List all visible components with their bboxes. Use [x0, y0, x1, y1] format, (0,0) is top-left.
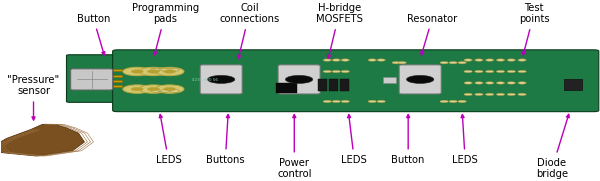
- Circle shape: [155, 67, 184, 76]
- Circle shape: [323, 70, 331, 73]
- FancyBboxPatch shape: [113, 50, 599, 112]
- Circle shape: [392, 62, 400, 64]
- Text: Button: Button: [77, 14, 110, 55]
- Text: Buttons: Buttons: [206, 115, 245, 165]
- Circle shape: [341, 59, 349, 61]
- Circle shape: [440, 100, 448, 103]
- Bar: [113, 80, 122, 82]
- Circle shape: [161, 89, 170, 92]
- Circle shape: [148, 70, 160, 73]
- Circle shape: [496, 59, 505, 61]
- Text: LEDS: LEDS: [155, 115, 181, 165]
- Bar: [113, 75, 122, 77]
- Bar: [383, 77, 396, 83]
- Circle shape: [398, 62, 406, 64]
- Circle shape: [377, 59, 385, 61]
- Text: 4235 020 56: 4235 020 56: [193, 78, 218, 82]
- Circle shape: [368, 59, 376, 61]
- Circle shape: [341, 100, 349, 103]
- Text: LEDS: LEDS: [341, 115, 367, 165]
- Circle shape: [507, 59, 515, 61]
- Bar: [329, 79, 338, 91]
- Text: H-bridge
MOSFETS: H-bridge MOSFETS: [316, 3, 362, 58]
- Circle shape: [170, 89, 179, 92]
- Circle shape: [464, 93, 472, 96]
- Circle shape: [464, 59, 472, 61]
- Circle shape: [449, 62, 457, 64]
- Circle shape: [323, 100, 331, 103]
- Text: Resonator: Resonator: [407, 14, 457, 55]
- Circle shape: [332, 100, 340, 103]
- Circle shape: [507, 93, 515, 96]
- Circle shape: [475, 59, 483, 61]
- Circle shape: [507, 70, 515, 73]
- Text: Programming
pads: Programming pads: [132, 3, 199, 55]
- Text: LEDS: LEDS: [452, 115, 478, 165]
- Text: "Pressure"
sensor: "Pressure" sensor: [7, 75, 59, 120]
- Circle shape: [286, 75, 313, 83]
- Circle shape: [485, 70, 494, 73]
- Circle shape: [164, 87, 176, 91]
- Circle shape: [139, 85, 168, 93]
- Circle shape: [123, 67, 152, 76]
- Bar: [564, 79, 582, 90]
- Bar: [340, 79, 349, 91]
- Circle shape: [475, 82, 483, 84]
- Circle shape: [496, 70, 505, 73]
- Circle shape: [148, 87, 160, 91]
- Circle shape: [161, 68, 170, 71]
- Circle shape: [496, 82, 505, 84]
- Circle shape: [485, 82, 494, 84]
- Circle shape: [323, 59, 331, 61]
- Circle shape: [518, 70, 526, 73]
- Circle shape: [406, 75, 434, 83]
- Bar: [318, 79, 327, 91]
- Circle shape: [475, 70, 483, 73]
- FancyBboxPatch shape: [399, 65, 441, 94]
- Circle shape: [458, 62, 466, 64]
- FancyBboxPatch shape: [71, 69, 113, 90]
- Circle shape: [464, 70, 472, 73]
- Circle shape: [377, 100, 385, 103]
- Text: Button: Button: [391, 115, 425, 165]
- Bar: [113, 69, 122, 71]
- Circle shape: [151, 68, 160, 71]
- FancyBboxPatch shape: [67, 55, 118, 102]
- Circle shape: [164, 70, 176, 73]
- Circle shape: [341, 70, 349, 73]
- Circle shape: [131, 70, 143, 73]
- Circle shape: [332, 70, 340, 73]
- Circle shape: [449, 100, 457, 103]
- Circle shape: [170, 68, 179, 71]
- Circle shape: [139, 67, 168, 76]
- Circle shape: [368, 100, 376, 103]
- Text: Power
control: Power control: [277, 115, 311, 179]
- FancyBboxPatch shape: [278, 65, 320, 94]
- Circle shape: [131, 87, 143, 91]
- Circle shape: [518, 59, 526, 61]
- Circle shape: [123, 85, 152, 93]
- Circle shape: [518, 93, 526, 96]
- Bar: [276, 83, 297, 93]
- Circle shape: [464, 82, 472, 84]
- Circle shape: [518, 82, 526, 84]
- Circle shape: [475, 93, 483, 96]
- Circle shape: [485, 93, 494, 96]
- Circle shape: [151, 89, 160, 92]
- Circle shape: [458, 100, 466, 103]
- Polygon shape: [0, 124, 85, 156]
- Circle shape: [507, 82, 515, 84]
- Circle shape: [440, 62, 448, 64]
- Circle shape: [208, 75, 235, 83]
- Circle shape: [155, 85, 184, 93]
- FancyBboxPatch shape: [200, 65, 242, 94]
- Text: Coil
connections: Coil connections: [219, 3, 280, 58]
- Text: Test
points: Test points: [519, 3, 550, 55]
- Circle shape: [485, 59, 494, 61]
- Bar: [113, 85, 122, 87]
- Circle shape: [332, 59, 340, 61]
- Circle shape: [496, 93, 505, 96]
- Text: Diode
bridge: Diode bridge: [536, 114, 569, 179]
